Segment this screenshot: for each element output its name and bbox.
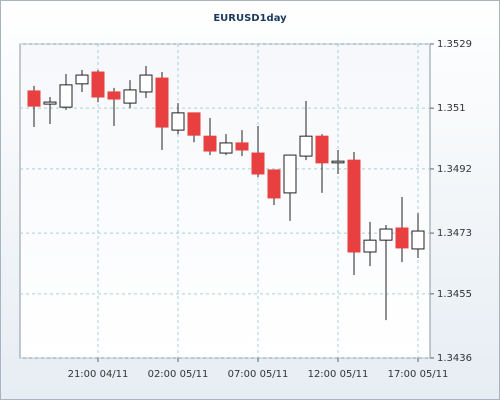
y-tick-label: 1.3436 xyxy=(437,353,472,364)
x-tick-label: 21:00 04/11 xyxy=(68,369,129,380)
y-tick-label: 1.351 xyxy=(437,103,466,114)
candle-body xyxy=(267,169,281,199)
candle-body xyxy=(283,154,297,194)
candle-body xyxy=(379,228,393,241)
candle-body xyxy=(299,135,313,157)
candle-body xyxy=(347,159,361,253)
x-tick-label: 07:00 05/11 xyxy=(228,369,289,380)
candle-body xyxy=(91,71,105,98)
candle-body xyxy=(235,142,249,151)
candle-body xyxy=(107,91,121,100)
candle-body xyxy=(43,101,57,105)
candle-body xyxy=(59,84,73,108)
candle-body xyxy=(363,239,377,253)
candle-body xyxy=(27,90,41,107)
candle-body xyxy=(219,142,233,154)
y-tick-label: 1.3455 xyxy=(437,289,472,300)
candle-body xyxy=(395,227,409,249)
x-tick-label: 02:00 05/11 xyxy=(148,369,209,380)
candle-body xyxy=(171,112,185,131)
candle-body xyxy=(203,135,217,152)
candle-body xyxy=(187,112,201,136)
candle-body xyxy=(251,152,265,175)
plot-area xyxy=(19,43,431,359)
candle-body xyxy=(75,74,89,85)
y-tick-label: 1.3492 xyxy=(437,164,472,175)
candle-body xyxy=(139,74,153,93)
candle-body xyxy=(315,135,329,164)
candle-body xyxy=(331,160,345,164)
x-tick-label: 12:00 05/11 xyxy=(308,369,369,380)
candle-body xyxy=(123,89,137,104)
y-tick-label: 1.3473 xyxy=(437,228,472,239)
x-tick-label: 17:00 05/11 xyxy=(388,369,449,380)
chart-title: EURUSD1day xyxy=(213,13,287,24)
y-tick-label: 1.3529 xyxy=(437,39,472,50)
candle-body xyxy=(155,77,169,128)
candle-body xyxy=(411,230,425,250)
